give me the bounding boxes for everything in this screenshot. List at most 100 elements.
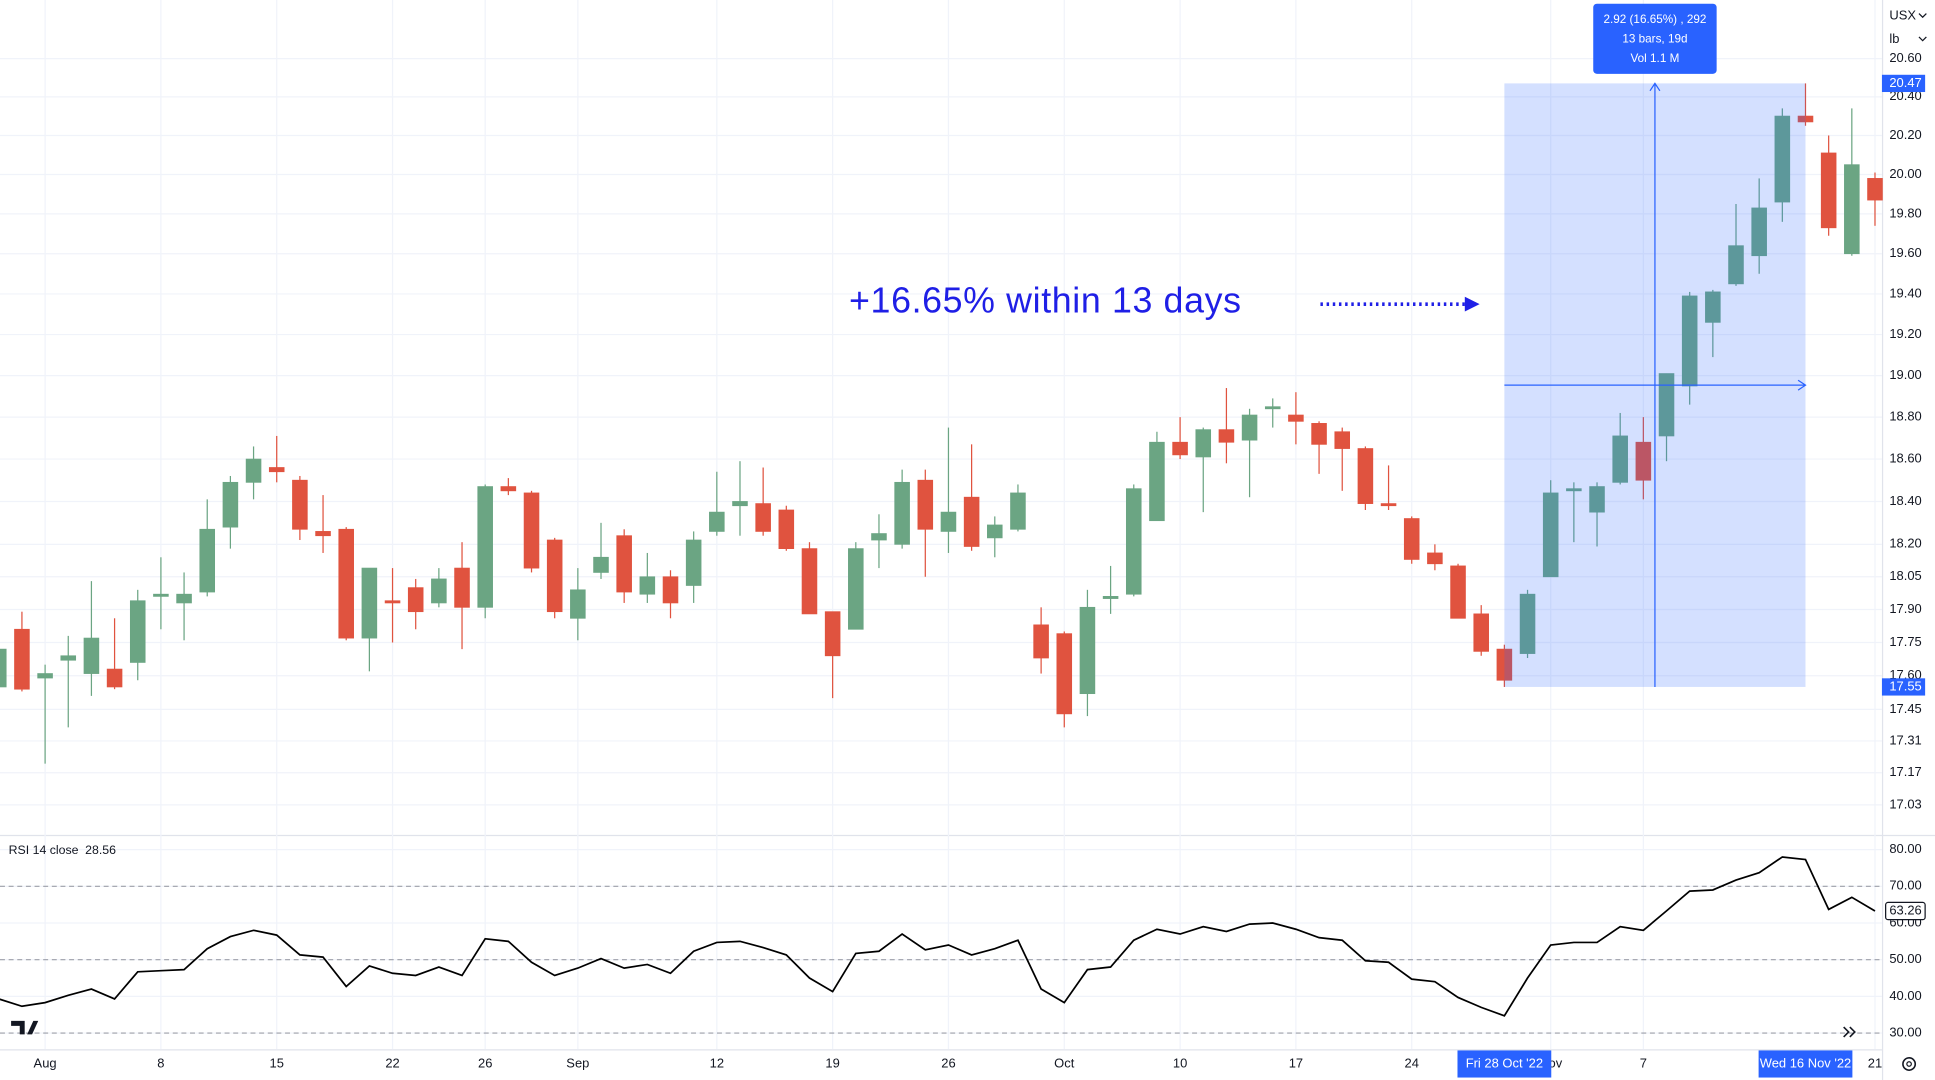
candle-body — [894, 481, 910, 545]
dropdown-icon[interactable] — [1918, 36, 1927, 42]
candle-body — [1380, 503, 1397, 507]
candle-body — [570, 589, 586, 619]
candle-body — [1427, 552, 1443, 565]
candle-body — [639, 576, 656, 595]
candle-body — [1589, 486, 1605, 513]
candle-body — [1751, 207, 1767, 257]
unit-selector[interactable]: lb — [1889, 31, 1899, 46]
grid — [0, 0, 1882, 1050]
logo[interactable] — [11, 1020, 39, 1035]
candle-body — [917, 479, 934, 530]
x-tick-label: Sep — [566, 1055, 589, 1070]
candle-body — [1033, 624, 1049, 659]
candle-body — [871, 533, 887, 541]
annotation: +16.65% within 13 days — [849, 280, 1242, 320]
plot — [0, 83, 1883, 1017]
y-tick-label: 19.80 — [1889, 205, 1921, 220]
y-tick-label: 18.40 — [1889, 493, 1921, 508]
x-tick-label: 22 — [385, 1055, 399, 1070]
price-label: 17.55 — [1889, 678, 1921, 693]
candle-body — [1288, 414, 1304, 422]
candle-body — [685, 539, 702, 586]
measure-tooltip-text: Vol 1.1 M — [1631, 52, 1680, 65]
x-tick-label: Aug — [34, 1055, 57, 1070]
candle-body — [1241, 414, 1258, 441]
date-label: Fri 28 Oct '22 — [1466, 1055, 1543, 1070]
candle-body — [778, 509, 795, 550]
currency-selector[interactable]: USX — [1889, 7, 1916, 22]
candle-body — [1566, 488, 1582, 492]
gear-outer[interactable] — [1902, 1057, 1917, 1071]
candle-body — [1519, 593, 1536, 654]
y-tick-label: 19.00 — [1889, 367, 1921, 382]
candle-body — [83, 637, 100, 674]
candle-body — [662, 576, 679, 604]
candle-body — [153, 593, 169, 597]
candle-body — [1264, 406, 1281, 410]
gear-inner[interactable] — [1906, 1061, 1912, 1067]
candle-body — [824, 611, 841, 657]
candle-body — [709, 511, 725, 532]
candle-body — [1357, 448, 1374, 504]
candle-body — [60, 655, 77, 661]
price-label-box — [1881, 678, 1926, 696]
candle-body — [106, 668, 123, 688]
y-tick-label: 17.45 — [1889, 701, 1921, 716]
candle-body — [755, 503, 771, 532]
candle-body — [1658, 373, 1675, 437]
candle-body — [1542, 492, 1559, 578]
candle-body — [1681, 295, 1698, 387]
y-tick-label: 20.20 — [1889, 127, 1921, 142]
y-tick-label: 30.00 — [1889, 1025, 1921, 1040]
candle-body — [848, 548, 864, 630]
axes: 20.6020.4020.2020.0019.8019.6019.4019.20… — [34, 50, 1926, 1078]
candle-body — [1473, 613, 1489, 652]
candle-body — [14, 628, 30, 690]
price-label: 20.47 — [1889, 75, 1921, 90]
candle-body — [1218, 429, 1235, 443]
candle-body — [1311, 423, 1327, 445]
candle-body — [1010, 492, 1026, 530]
candle-body — [1705, 291, 1721, 323]
y-tick-label: 40.00 — [1889, 988, 1921, 1003]
candle-body — [1125, 488, 1142, 595]
candle-body — [477, 486, 493, 608]
y-tick-label: 17.75 — [1889, 634, 1921, 649]
candle-body — [963, 496, 980, 547]
last-value-box — [1885, 901, 1926, 921]
candle-body — [1079, 606, 1096, 695]
dropdown-icon[interactable] — [1918, 13, 1927, 19]
candle-body — [801, 548, 818, 615]
y-tick-label: 20.00 — [1889, 166, 1921, 181]
y-tick-label: 20.60 — [1889, 50, 1921, 65]
candle-body — [1056, 633, 1073, 715]
candle-body — [407, 587, 424, 613]
x-tick-label: 19 — [825, 1055, 839, 1070]
date-label-box — [1457, 1050, 1552, 1078]
candle-body — [523, 492, 540, 569]
y-tick-label: 17.31 — [1889, 732, 1921, 747]
x-tick-label: 24 — [1405, 1055, 1419, 1070]
candle-body — [1820, 152, 1837, 229]
date-label-box — [1758, 1050, 1853, 1078]
scroll-right-button[interactable] — [1843, 1026, 1856, 1038]
candle-body — [361, 567, 378, 639]
candle-body — [129, 600, 146, 663]
rsi-legend-value: 28.56 — [85, 843, 116, 857]
x-tick-label: 15 — [270, 1055, 284, 1070]
candle-body — [0, 648, 7, 688]
candle-body — [732, 501, 748, 507]
measure-tooltip-text: 2.92 (16.65%) , 292 — [1603, 13, 1706, 26]
candle-body — [222, 481, 239, 528]
candle-body — [1612, 435, 1628, 483]
y-tick-label: 19.20 — [1889, 326, 1921, 341]
x-tick-label: 26 — [941, 1055, 955, 1070]
arrow-head — [1464, 296, 1480, 312]
candle-body — [500, 486, 517, 492]
candle-body — [1149, 441, 1165, 522]
overlay: 2.92 (16.65%) , 292 13 bars, 19d Vol 1.1 M — [1504, 3, 1807, 687]
candle-body — [546, 539, 563, 613]
settings-button[interactable] — [1902, 1057, 1917, 1071]
measure-tooltip-text: 13 bars, 19d — [1622, 33, 1687, 46]
